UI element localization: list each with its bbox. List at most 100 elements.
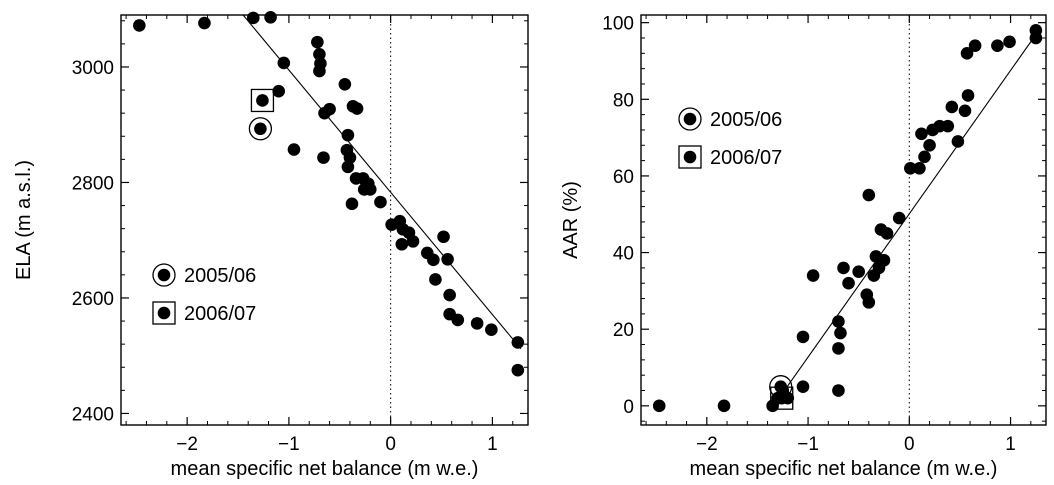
- aar-data-point: [913, 161, 926, 175]
- ela-data-point: [429, 273, 442, 286]
- ela-data-point: [363, 183, 377, 196]
- aar-data-point: [960, 47, 974, 60]
- aar-data-point: [832, 384, 845, 397]
- aar-data-point: [842, 276, 855, 290]
- ela-y-axis-label: ELA (m a.s.l.): [13, 160, 35, 280]
- ela-y-tick-label: 2800: [72, 173, 114, 194]
- ela-y-tick-label: 2600: [72, 289, 114, 310]
- ela-x-tick-label: −1: [278, 434, 300, 455]
- aar-y-tick-label: 0: [623, 397, 634, 418]
- ela-legend-square-marker: [152, 301, 176, 325]
- aar-data-point: [796, 380, 810, 393]
- ela-data-point: [443, 288, 456, 302]
- aar-fit-line: [781, 30, 1040, 395]
- aar-data-point: [862, 188, 876, 202]
- aar-x-tick-label: −2: [696, 434, 718, 455]
- aar-data-point: [717, 399, 731, 413]
- aar-data-point: [837, 261, 850, 275]
- aar-data-point: [968, 39, 982, 52]
- ela-data-point: [277, 56, 291, 70]
- aar-legend-label: 2006/07: [710, 147, 782, 169]
- aar-data-point: [796, 330, 810, 344]
- aar-data-point: [951, 135, 965, 148]
- aar-x-axis-label: mean specific net balance (m w.e.): [690, 458, 998, 480]
- aar-data-point: [832, 315, 845, 328]
- aar-data-point: [961, 89, 975, 102]
- ela-legend-circle-marker: [152, 263, 176, 287]
- aar-x-tick-label: −1: [797, 434, 819, 455]
- ela-data-point: [345, 197, 359, 211]
- ela-legend-dot: [157, 268, 171, 282]
- ela-legend-label: 2005/06: [184, 265, 256, 287]
- ela-data-point: [470, 317, 484, 330]
- ela-data-point: [451, 313, 465, 327]
- aar-highlight-point: [775, 391, 789, 405]
- aar-data-point: [852, 265, 865, 279]
- aar-data-point: [1003, 35, 1016, 49]
- ela-data-point: [437, 230, 450, 244]
- ela-data-point: [374, 195, 387, 209]
- aar-data-point: [880, 227, 894, 240]
- ela-highlight-square-marker: [250, 88, 275, 113]
- aar-data-point: [923, 138, 936, 152]
- ela-data-point: [317, 151, 330, 164]
- ela-data-point: [395, 237, 409, 251]
- ela-data-point: [338, 77, 352, 91]
- ela-data-point: [441, 252, 454, 266]
- ela-data-point: [264, 11, 277, 24]
- ela-x-tick-label: 0: [385, 434, 396, 455]
- ela-data-point: [198, 16, 211, 30]
- ela-data-point: [341, 128, 355, 142]
- ela-data-point: [343, 151, 357, 164]
- ela-data-point: [313, 47, 326, 61]
- ela-data-point: [485, 323, 498, 337]
- aar-data-point: [991, 39, 1004, 52]
- aar-legend-label: 2005/06: [710, 109, 782, 131]
- ela-x-tick-label: −2: [176, 434, 198, 455]
- ela-x-tick-label: 1: [487, 434, 498, 455]
- aar-legend-square-marker: [678, 145, 702, 169]
- aar-legend-dot: [683, 150, 697, 164]
- aar-data-point: [941, 119, 955, 133]
- aar-data-point: [832, 342, 845, 355]
- aar-data-point: [904, 161, 917, 175]
- ela-data-point: [427, 253, 440, 267]
- ela-data-point: [287, 143, 301, 156]
- ela-highlight-point: [254, 122, 267, 136]
- aar-highlight-square-marker: [770, 386, 794, 410]
- ela-data-point: [406, 235, 420, 248]
- aar-legend-circle-marker: [678, 107, 702, 131]
- ela-highlight-circle-marker: [248, 117, 273, 141]
- ela-legend-dot: [157, 306, 171, 320]
- ela-fit-line: [242, 14, 522, 350]
- aar-data-point: [892, 211, 906, 225]
- aar-x-tick-label: 1: [1005, 434, 1016, 455]
- ela-x-axis-label: mean specific net balance (m w.e.): [171, 458, 479, 480]
- ela-data-point: [133, 19, 146, 32]
- ela-data-point: [313, 64, 326, 78]
- ela-data-point: [272, 84, 286, 98]
- ela-y-tick-label: 2400: [72, 404, 114, 425]
- ela-data-point: [246, 11, 260, 25]
- ela-legend-label: 2006/07: [184, 303, 256, 325]
- aar-data-point: [806, 269, 820, 282]
- aar-y-axis-label: AAR (%): [560, 181, 582, 259]
- ela-y-tick-label: 3000: [72, 58, 114, 79]
- aar-data-point: [1029, 24, 1043, 37]
- aar-data-point: [958, 104, 972, 118]
- ela-chart-panel: mean specific net balance (m w.e.) ELA (…: [13, 11, 529, 480]
- ela-data-point: [318, 106, 331, 120]
- aar-data-point: [918, 150, 931, 164]
- ela-data-point: [311, 35, 324, 49]
- aar-y-tick-label: 100: [602, 14, 634, 35]
- ela-plot-frame: [120, 14, 529, 426]
- ela-data-point: [511, 336, 525, 349]
- aar-y-tick-label: 20: [613, 320, 634, 341]
- aar-y-tick-label: 40: [613, 244, 634, 265]
- aar-data-point: [834, 326, 847, 340]
- aar-data-point: [860, 288, 874, 302]
- aar-data-point: [877, 253, 891, 267]
- aar-y-tick-label: 80: [613, 90, 634, 111]
- aar-data-point: [945, 100, 959, 114]
